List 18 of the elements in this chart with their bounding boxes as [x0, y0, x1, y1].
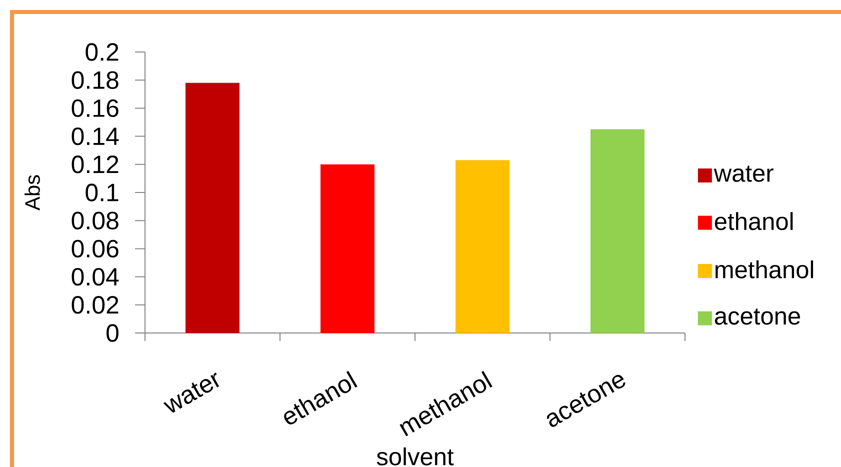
y-tick-label: 0.18 [72, 71, 118, 89]
y-tick-label: 0.06 [72, 240, 118, 258]
y-tick-label: 0.2 [86, 43, 118, 61]
y-tick-label: 0.04 [72, 268, 119, 286]
x-axis-title: solvent [376, 447, 454, 466]
legend-label: acetone [714, 308, 800, 325]
legend-label: water [714, 166, 774, 182]
y-axis-title: Abs [24, 175, 40, 211]
x-tick-label: water [163, 372, 220, 413]
y-tick-label: 0 [106, 324, 118, 342]
y-tick-label: 0.14 [72, 127, 119, 146]
legend-label: methanol [716, 260, 814, 278]
y-tick-label: 0.08 [72, 212, 118, 230]
y-tick-label: 0.02 [72, 296, 118, 314]
legend-label: ethanol [714, 212, 793, 230]
y-tick-label: 0.1 [86, 184, 118, 202]
y-tick-label: 0.16 [72, 99, 118, 118]
y-tick-label: 0.12 [72, 156, 118, 174]
